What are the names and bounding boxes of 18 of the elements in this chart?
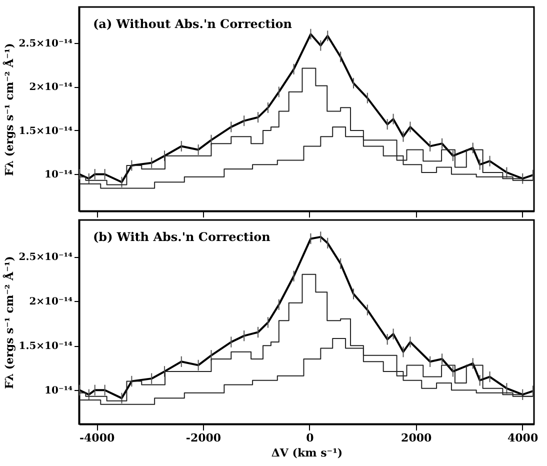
- x-tick-label: 4000: [507, 432, 538, 444]
- annotation: (b) With Abs.'n Correction: [93, 230, 271, 244]
- y-tick-label: 1.5×10⁻¹⁴: [18, 341, 74, 352]
- x-tick-label: 2000: [401, 432, 432, 444]
- y-axis-title: Fλ (ergs s⁻¹ cm⁻² Å⁻¹): [2, 43, 16, 176]
- y-axis-title: Fλ (ergs s⁻¹ cm⁻² Å⁻¹): [2, 256, 16, 389]
- y-tick-label: 2×10⁻¹⁴: [29, 82, 74, 94]
- x-tick-label: 0: [306, 432, 314, 444]
- y-tick-label: 1.5×10⁻¹⁴: [18, 126, 74, 137]
- y-tick-label: 2.5×10⁻¹⁴: [18, 252, 74, 264]
- y-tick-label: 2.5×10⁻¹⁴: [18, 38, 74, 50]
- x-tick-label: -2000: [186, 432, 222, 444]
- y-tick-label: 10⁻¹⁴: [44, 386, 74, 397]
- x-tick-label: -4000: [79, 432, 115, 444]
- x-axis-title: ΔV (km s⁻¹): [271, 446, 343, 460]
- annotation: (a) Without Abs.'n Correction: [93, 17, 292, 31]
- y-tick-label: 10⁻¹⁴: [44, 170, 74, 181]
- y-tick-label: 2×10⁻¹⁴: [29, 296, 74, 308]
